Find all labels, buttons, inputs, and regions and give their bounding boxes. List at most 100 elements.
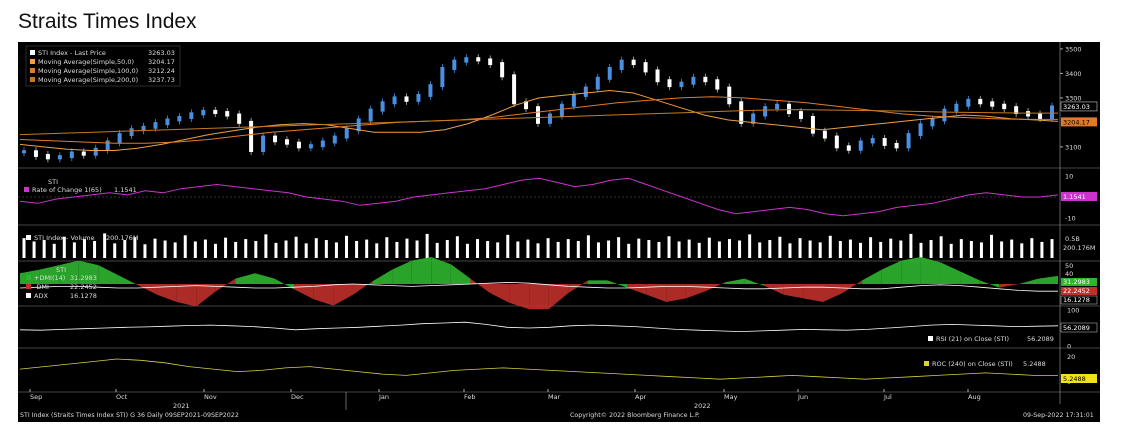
volume-bar	[496, 242, 500, 258]
legend-last-price-value: 3263.03	[148, 49, 175, 57]
price-candle	[942, 108, 947, 122]
dmi-area	[1018, 278, 1039, 284]
roc-legend-value: 1.1541	[114, 186, 137, 194]
legend-ma50-value: 3204.17	[148, 58, 175, 66]
dmi-tick-label: 40	[1065, 270, 1073, 278]
legend-ma200-label: Moving Average(Simple,200,0)	[38, 76, 138, 84]
dmi-area	[392, 260, 412, 284]
dmi-area	[509, 284, 530, 310]
roc240-legend-value: 5.2488	[1023, 360, 1046, 368]
dmi-minus-label: -DMI	[34, 283, 49, 291]
volume-bar	[304, 243, 308, 258]
price-candle	[332, 135, 337, 144]
volume-bar	[415, 240, 419, 258]
dmi-minus-value: 22.2452	[70, 283, 97, 291]
volume-bar	[476, 239, 480, 258]
volume-bar	[617, 237, 621, 258]
price-candle	[787, 103, 792, 115]
price-candle	[428, 84, 433, 97]
footer-center: Copyright© 2022 Bloomberg Finance L.P.	[570, 411, 700, 419]
volume-bar	[123, 240, 127, 258]
rsi-legend-label: RSI (21) on Close (STI)	[936, 335, 1009, 343]
price-candle	[990, 101, 995, 107]
volume-bar	[959, 239, 963, 258]
y-tick-label: 3500	[1065, 45, 1082, 53]
volume-bar	[536, 243, 540, 258]
volume-bar	[657, 241, 661, 258]
dmi-area	[920, 257, 941, 284]
volume-bar	[848, 239, 852, 258]
price-candle	[739, 101, 744, 124]
dmi-area	[901, 257, 921, 284]
price-candle	[667, 79, 672, 88]
price-candle	[416, 93, 421, 102]
price-candle	[213, 109, 218, 115]
volume-bar	[264, 234, 268, 258]
price-candle	[607, 67, 612, 80]
dmi-badge	[1061, 278, 1097, 286]
dmi-area	[627, 284, 647, 295]
volume-bar	[254, 240, 258, 258]
dmi-area	[881, 260, 902, 284]
volume-bar	[576, 240, 580, 258]
volume-bar	[213, 243, 217, 258]
volume-bar	[445, 240, 449, 258]
volume-bar	[375, 243, 379, 258]
price-candle	[129, 128, 134, 137]
volume-bar	[163, 240, 167, 258]
volume-bar	[889, 238, 893, 258]
volume-bar	[647, 240, 651, 258]
price-candle	[500, 62, 505, 78]
volume-bar	[869, 237, 873, 258]
dmi-badge-label: 16.1278	[1063, 296, 1090, 304]
chart-canvas: 35003400330031003263.033204.1710-101.154…	[18, 42, 1100, 419]
x-month-label: Mar	[548, 393, 561, 401]
price-candle	[727, 86, 732, 105]
dmi-area	[59, 260, 79, 284]
volume-bar	[969, 240, 973, 258]
volume-bar	[687, 239, 691, 258]
dmi-plus-value: 31.2983	[70, 274, 97, 282]
volume-bar	[929, 240, 933, 258]
volume-bar	[909, 233, 913, 258]
volume-bar	[284, 240, 288, 258]
dmi-area	[764, 284, 784, 295]
volume-bar	[314, 238, 318, 258]
rsi-tick-label: 0	[1067, 343, 1071, 351]
volume-bar	[294, 236, 298, 258]
volume-bar	[596, 242, 600, 258]
price-candle	[440, 67, 445, 88]
volume-bar	[435, 242, 439, 258]
price-candle	[81, 151, 86, 156]
dmi-area	[999, 284, 1019, 288]
dmi-area	[313, 284, 334, 306]
volume-bar	[818, 242, 822, 258]
dmi-area	[646, 284, 667, 302]
price-candle	[619, 59, 624, 70]
y-tick-label: 3400	[1065, 70, 1082, 78]
dmi-area	[490, 284, 510, 303]
price-candle	[679, 81, 684, 88]
ma-line-3	[19, 109, 1058, 136]
dmi-area	[725, 278, 745, 284]
volume-bar	[788, 243, 792, 258]
dmi-area	[803, 284, 823, 302]
rsi-legend: RSI (21) on Close (STI) 56.2089	[928, 335, 1054, 343]
dmi-area	[666, 284, 686, 302]
price-candle	[356, 118, 361, 132]
dmi-plus-label: +DMI(14)	[34, 274, 65, 282]
x-month-label: Apr	[635, 393, 647, 401]
roc-panel-title: STI	[48, 178, 58, 186]
price-candle	[966, 98, 971, 107]
price-candle	[452, 59, 457, 70]
x-month-label: Feb	[464, 393, 476, 401]
volume-bar	[52, 243, 56, 258]
roc-legend: STI Rate of Change 1(65) 1.1541	[24, 178, 137, 194]
price-candle	[894, 142, 899, 149]
dmi-area	[744, 278, 765, 286]
volume-bar	[707, 237, 711, 258]
volume-bar	[183, 235, 187, 258]
volume-bar	[677, 241, 681, 258]
roc-line	[19, 177, 1059, 217]
volume-bar	[939, 236, 943, 258]
